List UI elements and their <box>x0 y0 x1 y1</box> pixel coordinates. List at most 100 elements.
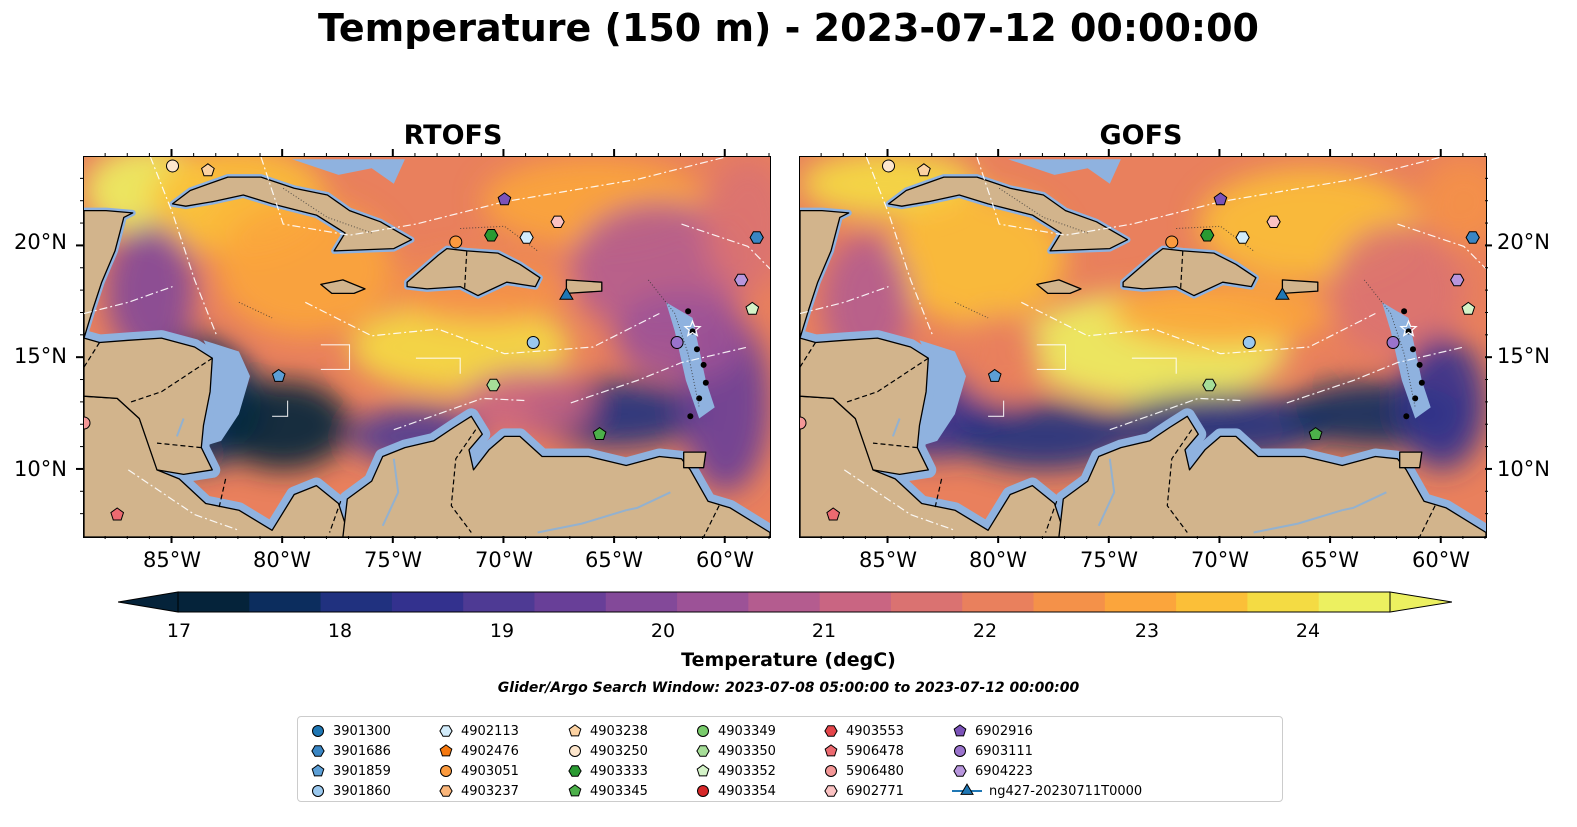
legend-item: 6904223 <box>952 761 1033 781</box>
float-marker-6904223[interactable] <box>734 273 749 287</box>
float-marker-4903250[interactable] <box>166 159 180 173</box>
float-marker-4902113[interactable] <box>1235 231 1250 244</box>
legend-marker-icon <box>824 785 838 797</box>
rtofs-map[interactable] <box>83 156 771 538</box>
legend-label: 3901860 <box>333 783 391 799</box>
legend-label: 3901859 <box>333 763 391 779</box>
legend-item: 4903350 <box>695 741 776 761</box>
legend-item: 5906478 <box>823 741 904 761</box>
lon-tick-label: 60°W <box>696 548 754 572</box>
lon-tick-label: 80°W <box>253 548 311 572</box>
legend-marker-icon <box>568 784 582 797</box>
float-marker-3901860[interactable] <box>526 336 540 350</box>
float-marker-4903352[interactable] <box>1461 301 1476 315</box>
colorbar-tick-label: 20 <box>650 620 676 642</box>
legend-item: 6902771 <box>823 781 904 801</box>
legend-label: 4902113 <box>461 723 519 739</box>
lon-tick-label: 65°W <box>585 548 643 572</box>
legend-marker-icon <box>824 744 838 757</box>
legend-marker-icon <box>825 765 837 777</box>
glider-marker[interactable] <box>559 287 574 300</box>
legend-label: 3901686 <box>333 743 391 759</box>
current-position-star-icon <box>1399 319 1418 337</box>
legend-item: 4903238 <box>567 721 648 741</box>
legend-item: ng427-20230711T0000 <box>952 781 1142 801</box>
legend-label: 4903553 <box>846 723 904 739</box>
legend-label: 4903349 <box>718 723 776 739</box>
lon-tick-label: 75°W <box>364 548 422 572</box>
legend-marker-icon <box>824 725 838 737</box>
float-marker-3901859[interactable] <box>271 368 286 382</box>
legend-marker-icon <box>439 744 453 757</box>
legend-marker-icon <box>439 785 453 797</box>
search-window-text: Glider/Argo Search Window: 2023-07-08 05… <box>497 680 1080 696</box>
lon-tick-label: 70°W <box>1191 548 1249 572</box>
legend-label: 4903354 <box>718 783 776 799</box>
colorbar-tick-label: 22 <box>972 620 998 642</box>
lon-tick-label: 65°W <box>1301 548 1359 572</box>
float-marker-6903111[interactable] <box>670 336 684 350</box>
float-marker-4903051[interactable] <box>1165 235 1179 249</box>
float-marker-4903333[interactable] <box>1200 229 1215 242</box>
float-marker-6904223[interactable] <box>1450 273 1465 287</box>
lat-tick-label: 20°N <box>1497 230 1550 254</box>
colorbar <box>118 591 1452 613</box>
float-marker-4903051[interactable] <box>449 235 463 249</box>
colorbar-tick-label: 24 <box>1295 620 1321 642</box>
float-marker-3901860[interactable] <box>1242 336 1256 350</box>
lon-tick-label: 80°W <box>969 548 1027 572</box>
legend-item: 4903051 <box>438 761 519 781</box>
float-marker-4903333[interactable] <box>484 229 499 242</box>
legend-item: 6902916 <box>952 721 1033 741</box>
legend-label: 3901300 <box>333 723 391 739</box>
float-marker-4903238[interactable] <box>201 163 215 177</box>
float-marker-4903250[interactable] <box>882 159 896 173</box>
lon-tick-label: 85°W <box>143 548 201 572</box>
colorbar-label: Temperature (degC) <box>681 649 896 671</box>
lon-tick-label: 85°W <box>859 548 917 572</box>
float-marker-3901686[interactable] <box>749 231 764 244</box>
legend-item: 4903553 <box>823 721 904 741</box>
float-marker-6902916[interactable] <box>497 192 512 206</box>
float-marker-5906478[interactable] <box>826 507 841 521</box>
legend-label: 4903352 <box>718 763 776 779</box>
float-marker-4902113[interactable] <box>519 231 534 244</box>
float-marker-6903111[interactable] <box>1386 336 1400 350</box>
legend-marker-icon <box>311 764 325 777</box>
lat-tick-label: 10°N <box>1497 457 1550 481</box>
legend-marker-icon <box>697 785 709 797</box>
float-marker-4903238[interactable] <box>917 163 931 177</box>
float-marker-4903352[interactable] <box>745 301 760 315</box>
float-marker-4903345[interactable] <box>592 426 607 440</box>
legend-marker-icon <box>696 745 710 757</box>
glider-marker[interactable] <box>1275 287 1290 300</box>
float-marker-6902771[interactable] <box>1266 215 1281 228</box>
legend-label: 6902916 <box>975 723 1033 739</box>
legend-item: 4903345 <box>567 781 648 801</box>
legend: 3901300 3901686 3901859 3901860 4902113 49024… <box>297 716 1283 802</box>
float-marker-3901859[interactable] <box>987 368 1002 382</box>
float-marker-5906480[interactable] <box>84 416 91 430</box>
gofs-map[interactable] <box>799 156 1487 538</box>
float-marker-3901686[interactable] <box>1465 231 1480 244</box>
legend-item: 4903354 <box>695 781 776 801</box>
legend-item: 4903352 <box>695 761 776 781</box>
legend-marker-icon <box>697 725 709 737</box>
current-position-star-icon <box>683 319 702 337</box>
colorbar-tick-label: 17 <box>166 620 192 642</box>
float-marker-6902771[interactable] <box>550 215 565 228</box>
float-marker-6902916[interactable] <box>1213 192 1228 206</box>
legend-label: 6904223 <box>975 763 1033 779</box>
legend-label: 4903238 <box>590 723 648 739</box>
legend-marker-icon <box>439 725 453 737</box>
lat-tick-label: 10°N <box>14 457 67 481</box>
legend-marker-icon <box>311 745 325 757</box>
legend-label: 6902771 <box>846 783 904 799</box>
legend-label: 4903345 <box>590 783 648 799</box>
float-marker-4903350[interactable] <box>1202 378 1217 392</box>
float-marker-4903350[interactable] <box>486 378 501 392</box>
float-marker-5906478[interactable] <box>110 507 125 521</box>
legend-marker-icon <box>312 785 324 797</box>
float-marker-5906480[interactable] <box>800 416 807 430</box>
float-marker-4903345[interactable] <box>1308 426 1323 440</box>
